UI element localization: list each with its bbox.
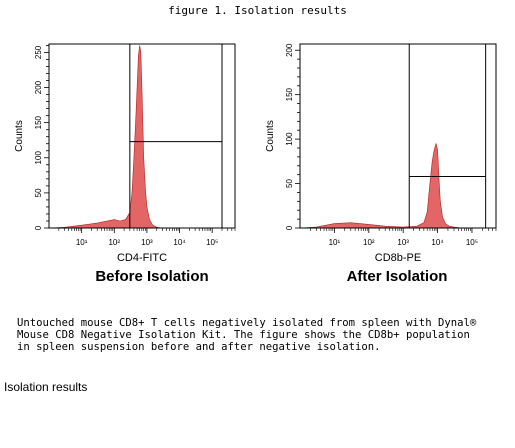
plot2-x-tick-label: 10⁴ — [431, 238, 444, 247]
plot1-x-tick-label: 10⁵ — [206, 238, 218, 247]
plot2-x-tick-label: 10¹ — [329, 238, 341, 247]
plot1-y-tick-label: 50 — [34, 188, 43, 197]
plot2-y-tick-label: 0 — [285, 225, 294, 230]
plot1-y-tick-label: 200 — [34, 80, 43, 94]
plot1-x-axis-label: CD4-FITC — [117, 252, 167, 264]
plot2-y-tick-label: 50 — [285, 179, 294, 188]
plot1-y-tick-label: 250 — [34, 45, 43, 59]
plot2-y-tick-label: 100 — [285, 132, 294, 146]
plot2-y-tick-label: 150 — [285, 87, 294, 101]
plot2-y-axis-label: Counts — [265, 120, 276, 152]
caption-after-isolation: After Isolation — [346, 268, 448, 285]
plot2-histogram-area — [299, 142, 472, 229]
plot2-x-axis-label: CD8b-PE — [375, 252, 421, 264]
plot1-y-tick-label: 100 — [34, 151, 43, 165]
plot2-y-tick-label: 200 — [285, 43, 294, 57]
plot1-x-tick-label: 10³ — [141, 238, 153, 247]
plot2-frame — [299, 43, 497, 229]
plot1-x-tick-label: 10¹ — [76, 238, 88, 247]
plot1-y-axis-label: Counts — [14, 120, 25, 152]
figure-title: figure 1. Isolation results — [168, 4, 347, 17]
plot1-y-tick-label: 0 — [34, 225, 43, 230]
plot1-x-tick-label: 10² — [108, 238, 120, 247]
plot1-x-tick-label: 10⁴ — [173, 238, 186, 247]
plot1-histogram-area — [48, 45, 163, 229]
isolation-results-label: Isolation results — [4, 380, 88, 394]
plot2-x-tick-label: 10³ — [397, 238, 409, 247]
plot1-y-tick-label: 150 — [34, 115, 43, 129]
plot2-x-tick-label: 10² — [363, 238, 375, 247]
caption-before-isolation: Before Isolation — [95, 268, 209, 285]
plot2-x-tick-label: 10⁵ — [466, 238, 478, 247]
histogram-plots: 0 50 100 150 200 250 10¹ 10² 10³ 10⁴ 10⁵ Counts CD4-… — [14, 43, 497, 264]
figure-description: Untouched mouse CD8+ T cells negatively … — [17, 317, 477, 353]
